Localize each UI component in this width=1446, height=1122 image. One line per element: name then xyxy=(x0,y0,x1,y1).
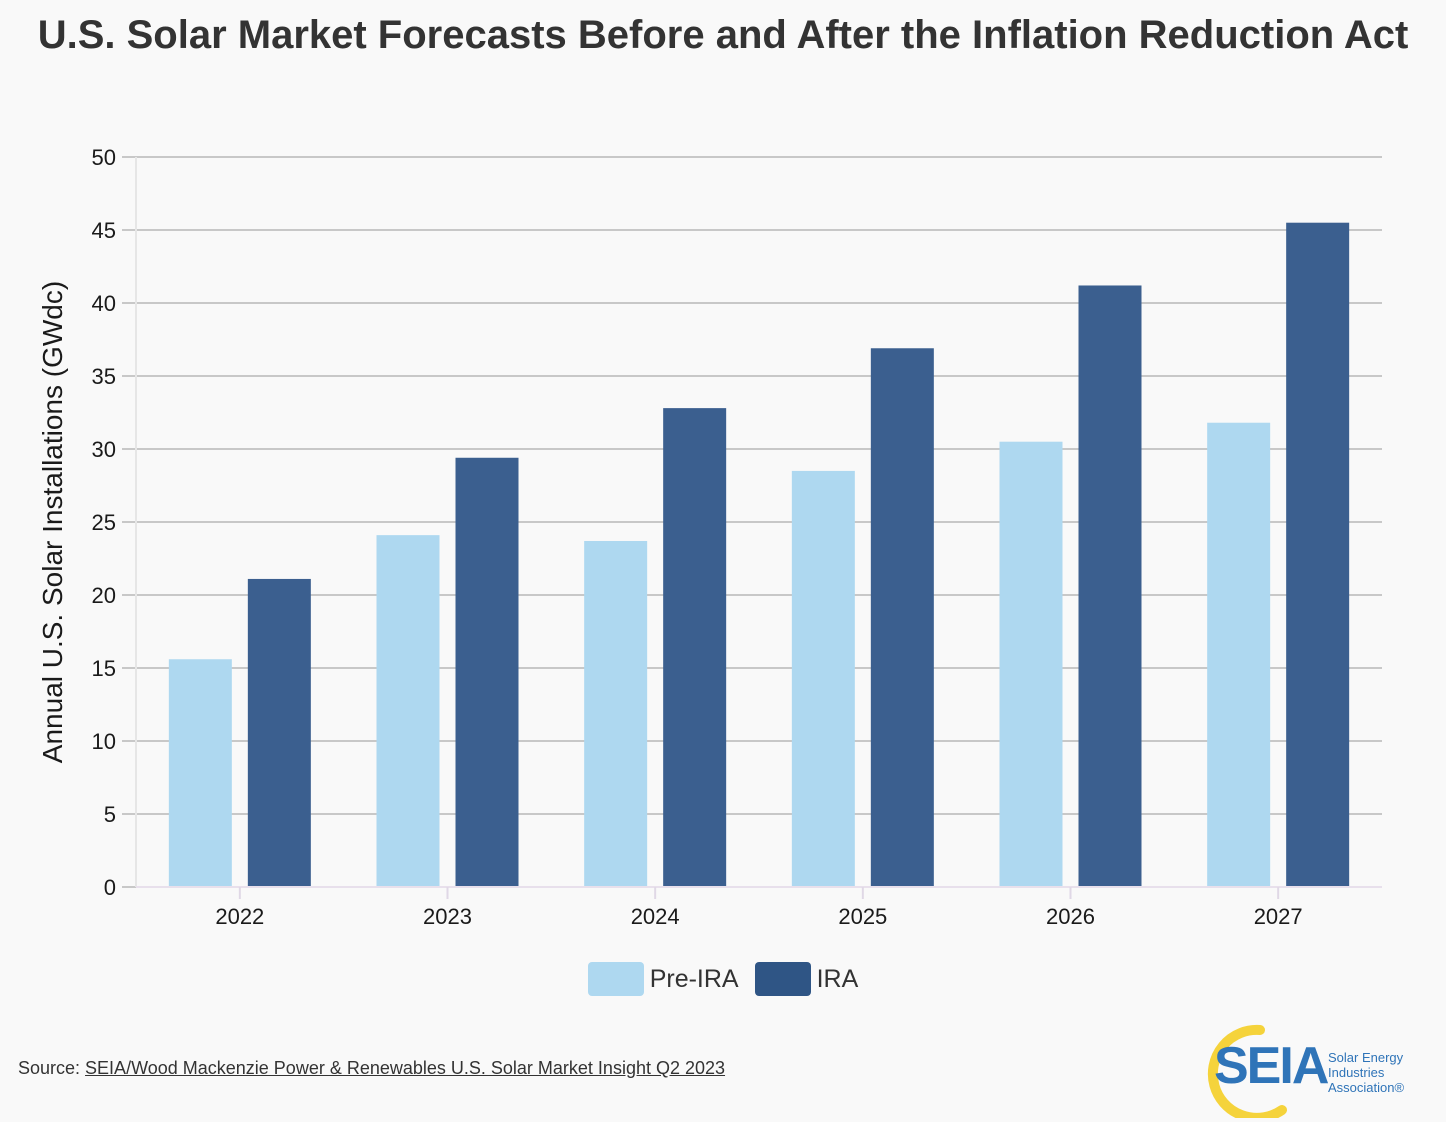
y-tick-label: 30 xyxy=(92,437,116,462)
source-note: Source: SEIA/Wood Mackenzie Power & Rene… xyxy=(18,1058,725,1079)
bar-ira-2022[interactable] xyxy=(247,578,311,887)
bar-ira-2027[interactable] xyxy=(1286,222,1350,887)
seia-logo: SEIA Solar Energy Industries Association… xyxy=(1190,1022,1430,1118)
y-tick-label: 20 xyxy=(92,583,116,608)
gridlines xyxy=(136,156,1382,815)
bar-ira-2025[interactable] xyxy=(870,348,934,887)
legend-label-ira: IRA xyxy=(816,964,859,993)
y-tick-label: 40 xyxy=(92,291,116,316)
bar-ira-2026[interactable] xyxy=(1078,285,1142,888)
x-tick-label: 2026 xyxy=(1046,904,1095,929)
x-tick-label: 2024 xyxy=(631,904,680,929)
logo-line-1: Solar Energy xyxy=(1328,1050,1404,1065)
bar-pre-ira-2026[interactable] xyxy=(999,441,1063,887)
bar-pre-ira-2027[interactable] xyxy=(1207,422,1271,887)
source-prefix: Source: xyxy=(18,1058,86,1078)
legend: Pre-IRA IRA xyxy=(0,962,1446,996)
y-axis-label: Annual U.S. Solar Installations (GWdc) xyxy=(37,281,68,763)
y-tick-label: 45 xyxy=(92,218,116,243)
y-tick-label: 50 xyxy=(92,145,116,170)
logo-line-3: Association® xyxy=(1328,1080,1405,1095)
source-link[interactable]: SEIA/Wood Mackenzie Power & Renewables U… xyxy=(85,1058,726,1078)
y-tick-label: 10 xyxy=(92,729,116,754)
bar-pre-ira-2022[interactable] xyxy=(168,659,232,887)
logo-ring-icon xyxy=(1207,1024,1287,1118)
bars xyxy=(168,222,1350,888)
y-tick-label: 35 xyxy=(92,364,116,389)
y-tick-label: 0 xyxy=(104,875,116,900)
bar-pre-ira-2024[interactable] xyxy=(584,540,648,887)
legend-swatch-ira xyxy=(754,962,811,996)
chart-title: U.S. Solar Market Forecasts Before and A… xyxy=(37,13,1409,57)
bar-pre-ira-2025[interactable] xyxy=(791,470,855,887)
legend-item-ira[interactable]: IRA xyxy=(754,962,859,996)
x-tick-label: 2023 xyxy=(423,904,472,929)
logo-line-2: Industries xyxy=(1328,1065,1385,1080)
bar-ira-2023[interactable] xyxy=(455,457,519,887)
x-tick-label: 2027 xyxy=(1254,904,1303,929)
bar-ira-2024[interactable] xyxy=(663,408,727,887)
legend-swatch-pre-ira xyxy=(587,962,644,996)
legend-item-pre-ira[interactable]: Pre-IRA xyxy=(587,962,739,996)
x-tick-label: 2025 xyxy=(838,904,887,929)
x-tick-label: 2022 xyxy=(215,904,264,929)
legend-label-pre-ira: Pre-IRA xyxy=(649,964,739,993)
bar-pre-ira-2023[interactable] xyxy=(376,535,440,887)
logo-subtitle: Solar Energy Industries Association® xyxy=(1328,1050,1404,1095)
logo-wordmark: SEIA xyxy=(1214,1037,1329,1095)
y-tick-label: 15 xyxy=(92,656,116,681)
y-tick-label: 25 xyxy=(92,510,116,535)
y-tick-label: 5 xyxy=(104,802,116,827)
